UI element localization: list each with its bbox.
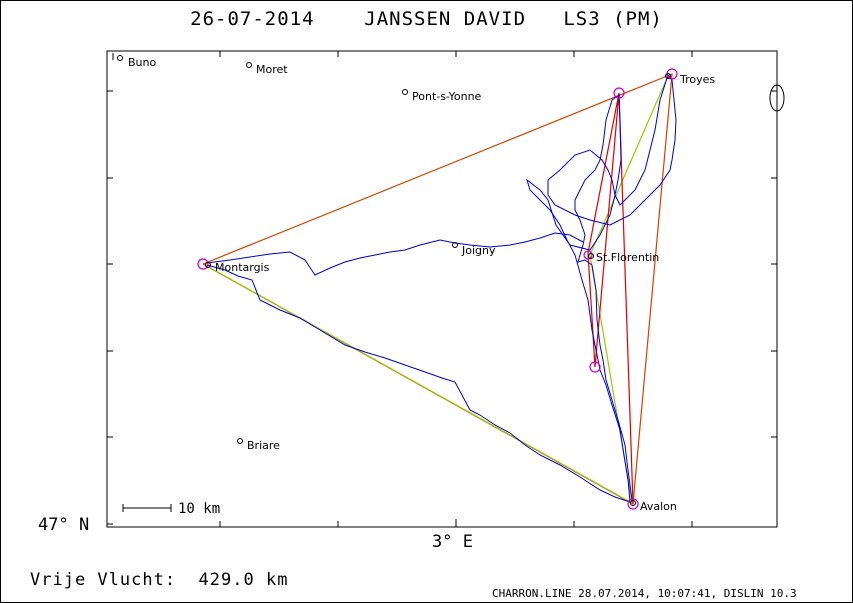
- town-label: Briare: [247, 439, 280, 452]
- town-label: Troyes: [679, 73, 715, 86]
- turnpoint-avalon: [627, 498, 639, 510]
- town-label: Montargis: [215, 261, 270, 274]
- longitude-label: 3° E: [432, 532, 473, 552]
- flight-track: [206, 73, 677, 503]
- distance-summary: Vrije Vlucht: 429.0 km: [30, 570, 288, 590]
- town-labels: Buno Moret Pont-s-Yonne Troyes Joigny St…: [128, 56, 715, 513]
- edge-marker-icon: [769, 84, 785, 112]
- flight-track-west: [206, 232, 584, 276]
- task-lines: [202, 73, 673, 505]
- turnpoint-stflorentin: [583, 250, 593, 260]
- town-markers: [117, 55, 671, 506]
- task-alt-line: [206, 75, 669, 505]
- town-label: St.Florentin: [596, 251, 659, 264]
- scale-bar-label: 10 km: [178, 501, 220, 517]
- flight-title: 26-07-2014 JANSSEN DAVID LS3 (PM): [0, 8, 853, 30]
- town-label: Avalon: [640, 500, 677, 513]
- glider-type: LS3 (PM): [563, 8, 663, 30]
- town-label: Pont-s-Yonne: [412, 90, 482, 103]
- turnpoint-montargis: [197, 258, 209, 270]
- town-label: Moret: [256, 63, 288, 76]
- map-ticks: [107, 51, 777, 527]
- map-border: [106, 50, 778, 528]
- pilot-name: JANSSEN DAVID: [364, 8, 527, 30]
- latitude-label: 47° N: [38, 515, 90, 535]
- scale-bar: [122, 504, 172, 512]
- town-label: Buno: [128, 56, 156, 69]
- distance-value: 429.0 km: [198, 570, 289, 590]
- turnpoint-south: [589, 361, 601, 373]
- town-label: Joigny: [461, 244, 496, 257]
- turnpoints: [197, 68, 678, 510]
- flight-date: 26-07-2014: [190, 8, 315, 30]
- task-inner-line: [587, 92, 634, 505]
- turnpoint-north: [613, 87, 625, 99]
- credit-line: CHARRON.LINE 28.07.2014, 10:07:41, DISLI…: [492, 587, 797, 600]
- distance-label: Vrije Vlucht:: [30, 570, 177, 590]
